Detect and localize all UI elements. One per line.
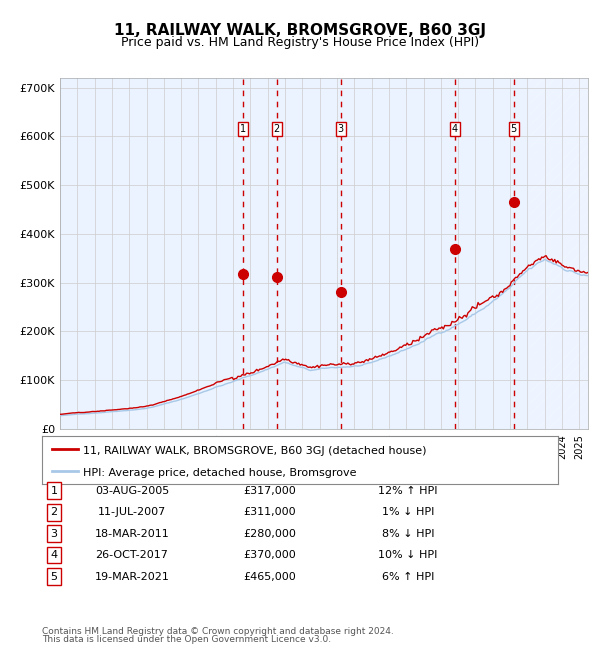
Text: 6% ↑ HPI: 6% ↑ HPI (382, 571, 434, 582)
Text: 3: 3 (50, 528, 58, 539)
Text: 4: 4 (452, 124, 458, 134)
Text: 1: 1 (240, 124, 246, 134)
Text: £311,000: £311,000 (244, 507, 296, 517)
Text: 4: 4 (50, 550, 58, 560)
Text: 03-AUG-2005: 03-AUG-2005 (95, 486, 169, 496)
Text: 3: 3 (338, 124, 344, 134)
Text: £370,000: £370,000 (244, 550, 296, 560)
Text: 11-JUL-2007: 11-JUL-2007 (98, 507, 166, 517)
Text: 1% ↓ HPI: 1% ↓ HPI (382, 507, 434, 517)
Text: Price paid vs. HM Land Registry's House Price Index (HPI): Price paid vs. HM Land Registry's House … (121, 36, 479, 49)
Text: £317,000: £317,000 (244, 486, 296, 496)
Text: 5: 5 (511, 124, 517, 134)
Text: 11, RAILWAY WALK, BROMSGROVE, B60 3GJ: 11, RAILWAY WALK, BROMSGROVE, B60 3GJ (114, 23, 486, 38)
Text: £465,000: £465,000 (244, 571, 296, 582)
Text: 18-MAR-2011: 18-MAR-2011 (95, 528, 169, 539)
Text: Contains HM Land Registry data © Crown copyright and database right 2024.: Contains HM Land Registry data © Crown c… (42, 627, 394, 636)
Text: 1: 1 (50, 486, 58, 496)
Text: £280,000: £280,000 (244, 528, 296, 539)
Text: 5: 5 (50, 571, 58, 582)
Text: HPI: Average price, detached house, Bromsgrove: HPI: Average price, detached house, Brom… (83, 467, 357, 478)
Text: This data is licensed under the Open Government Licence v3.0.: This data is licensed under the Open Gov… (42, 634, 331, 644)
Text: 12% ↑ HPI: 12% ↑ HPI (378, 486, 438, 496)
Text: 8% ↓ HPI: 8% ↓ HPI (382, 528, 434, 539)
Text: 2: 2 (274, 124, 280, 134)
Text: 11, RAILWAY WALK, BROMSGROVE, B60 3GJ (detached house): 11, RAILWAY WALK, BROMSGROVE, B60 3GJ (d… (83, 446, 427, 456)
Text: 2: 2 (50, 507, 58, 517)
Text: 10% ↓ HPI: 10% ↓ HPI (379, 550, 437, 560)
Text: 19-MAR-2021: 19-MAR-2021 (95, 571, 169, 582)
Text: 26-OCT-2017: 26-OCT-2017 (95, 550, 169, 560)
